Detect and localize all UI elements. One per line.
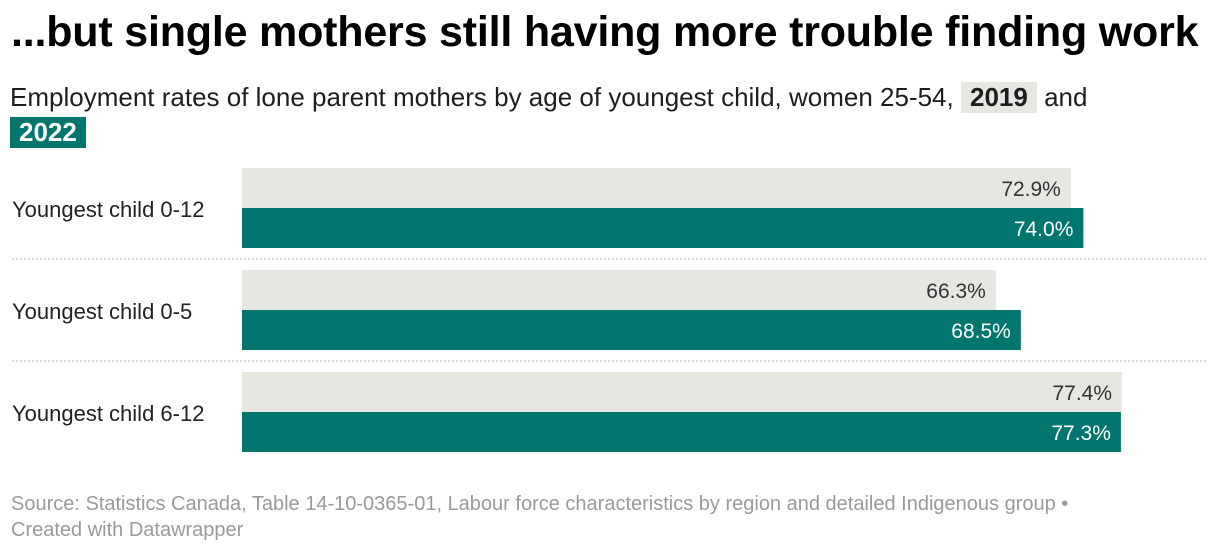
category-label: Youngest child 6-12 bbox=[12, 401, 204, 426]
subtitle-connector: and bbox=[1044, 82, 1088, 112]
value-label-2022: 74.0% bbox=[1014, 218, 1074, 241]
legend-2019-highlight: 2019 bbox=[960, 82, 1037, 113]
subtitle-text: Employment rates of lone parent mothers … bbox=[10, 82, 954, 112]
value-label-2019: 72.9% bbox=[1001, 178, 1061, 201]
bar-2022 bbox=[242, 208, 1084, 248]
bar-chart: Youngest child 0-12 72.9% 74.0% Youngest ch… bbox=[12, 168, 1208, 452]
chart-title: ...but single mothers still having more … bbox=[11, 8, 1199, 56]
category-label: Youngest child 0-12 bbox=[12, 197, 204, 222]
value-label-2019: 66.3% bbox=[926, 280, 986, 303]
legend-2022-highlight: 2022 bbox=[10, 117, 86, 148]
chart-footer: Source: Statistics Canada, Table 14-10-0… bbox=[11, 491, 1211, 543]
value-label-2019: 77.4% bbox=[1052, 382, 1112, 405]
bar-2019 bbox=[242, 168, 1071, 208]
value-label-2022: 68.5% bbox=[951, 320, 1011, 343]
bar-2019 bbox=[242, 372, 1123, 412]
source-note: Source: Statistics Canada, Table 14-10-0… bbox=[11, 493, 1069, 515]
value-label-2022: 77.3% bbox=[1051, 422, 1111, 445]
bar-2019 bbox=[242, 270, 996, 310]
bar-2022 bbox=[242, 310, 1021, 350]
credit-note: Created with Datawrapper bbox=[11, 519, 244, 541]
bar-2022 bbox=[242, 412, 1121, 452]
category-label: Youngest child 0-5 bbox=[12, 299, 192, 324]
chart-subtitle: Employment rates of lone parent mothers … bbox=[10, 80, 1210, 150]
